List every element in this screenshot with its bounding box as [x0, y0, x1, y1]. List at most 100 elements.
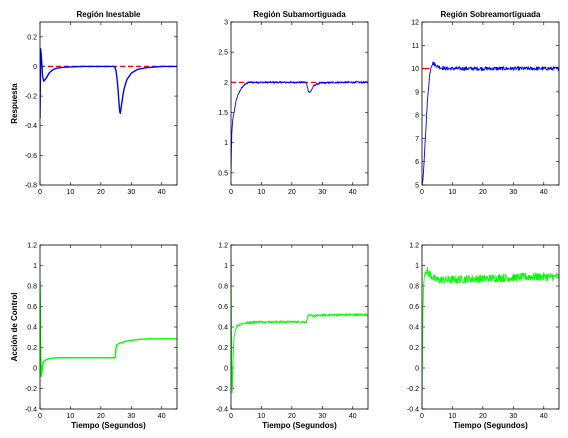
axes-frame	[421, 244, 560, 410]
x-tick-label: 20	[97, 413, 105, 420]
y-tick-label: 2.5	[218, 50, 228, 57]
x-tick-label: 10	[449, 413, 457, 420]
y-tick-label: -0.8	[25, 183, 37, 190]
y-tick-label: 6	[415, 159, 419, 166]
row-ylabel-accion-de-control: Acción de Control	[10, 293, 19, 362]
series-line	[40, 48, 177, 119]
y-tick-label: 11	[412, 43, 419, 50]
x-tick-label: 40	[540, 189, 548, 196]
subplot-title: Región Subamortiguada	[253, 10, 346, 19]
series-line	[40, 280, 177, 378]
y-tick-label: 0.2	[218, 345, 228, 352]
y-tick-label: 0.4	[218, 325, 228, 332]
subplot-3: 0 10 20 30 40 5 6 7 8 9 10 11 12 Región Sobreamortigu…	[411, 10, 560, 196]
y-tick-label: 0.6	[409, 304, 419, 311]
y-tick-label: 0.6	[27, 304, 37, 311]
x-tick-label: 10	[258, 189, 266, 196]
y-tick-label: -0.4	[407, 407, 419, 414]
x-tick-label: 20	[97, 189, 105, 196]
y-tick-label: 0.2	[27, 345, 37, 352]
x-tick-label: 10	[67, 413, 75, 420]
y-tick-label: 1	[224, 140, 228, 147]
y-tick-label: 8	[415, 113, 419, 120]
y-tick-label: 0.2	[409, 345, 419, 352]
x-tick-label: 30	[509, 189, 517, 196]
subplot-5: 0 10 20 30 40 -0.4 -0.2 0 0.2 0.4 0.6 0.8 1 1.2 Tiempo…	[216, 243, 369, 430]
x-tick-label: 20	[479, 413, 487, 420]
plot-area	[422, 22, 559, 185]
y-tick-label: 12	[411, 20, 419, 27]
plot-area	[40, 22, 177, 185]
series-line	[422, 61, 559, 185]
y-tick-label: 0.2	[27, 34, 37, 41]
subplot-4: 0 10 20 30 40 -0.4 -0.2 0 0.2 0.4 0.6 0.8 1 1.2 Tiempo…	[25, 243, 178, 430]
plot-area	[231, 22, 368, 185]
y-tick-label: 1	[33, 263, 37, 270]
y-tick-label: 0.4	[27, 325, 37, 332]
x-tick-label: 40	[158, 189, 166, 196]
x-tick-label: 10	[258, 413, 266, 420]
y-tick-label: 0	[33, 366, 37, 373]
series-line	[231, 255, 368, 394]
y-tick-label: 0.8	[27, 284, 37, 291]
y-tick-label: -0.6	[25, 153, 37, 160]
y-tick-label: 0.4	[409, 325, 419, 332]
x-axis-label: Tiempo (Segundos)	[262, 421, 337, 430]
x-tick-label: 20	[288, 413, 296, 420]
y-tick-label: 0.6	[218, 304, 228, 311]
y-tick-label: -0.2	[407, 386, 419, 393]
x-tick-label: 40	[349, 413, 357, 420]
x-tick-label: 0	[229, 189, 233, 196]
y-tick-label: 0.8	[218, 284, 228, 291]
axes-frame	[39, 244, 178, 410]
axes-frame	[421, 21, 560, 186]
y-tick-label: 1	[224, 263, 228, 270]
axes-frame	[39, 21, 178, 186]
x-tick-label: 10	[449, 189, 457, 196]
x-axis-label: Tiempo (Segundos)	[71, 421, 146, 430]
subplot-1: 0 10 20 30 40 -0.8 -0.6 -0.4 -0.2 0 0.2 Región Ines…	[25, 10, 178, 196]
x-tick-label: 20	[288, 189, 296, 196]
y-tick-label: 1.2	[409, 243, 419, 250]
plot-area	[422, 245, 559, 409]
y-tick-label: 0.5	[218, 170, 228, 177]
y-tick-label: -0.4	[25, 123, 37, 130]
x-tick-label: 40	[540, 413, 548, 420]
series-line	[422, 267, 559, 404]
y-tick-label: -0.2	[25, 94, 37, 101]
y-tick-label: 0	[415, 366, 419, 373]
axes-frame	[230, 21, 369, 186]
y-tick-label: 9	[415, 89, 419, 96]
y-tick-label: 2	[224, 80, 228, 87]
x-tick-label: 30	[127, 189, 135, 196]
x-tick-label: 30	[127, 413, 135, 420]
row-ylabel-respuesta: Respuesta	[10, 83, 19, 124]
y-tick-label: 7	[415, 136, 419, 143]
y-tick-label: 0.8	[409, 284, 419, 291]
y-tick-label: 1.5	[218, 110, 228, 117]
subplot-title: Región Inestable	[76, 10, 141, 19]
x-tick-label: 0	[420, 413, 424, 420]
subplot-2: 0 10 20 30 40 0.5 1 1.5 2 2.5 3 Región Subamortigua…	[218, 10, 369, 196]
y-tick-label: 1.2	[27, 243, 37, 250]
y-tick-label: -0.2	[25, 386, 37, 393]
x-tick-label: 0	[229, 413, 233, 420]
x-tick-label: 30	[318, 189, 326, 196]
x-tick-label: 40	[158, 413, 166, 420]
x-tick-label: 10	[67, 189, 75, 196]
plot-area	[231, 245, 368, 409]
x-tick-label: 0	[38, 189, 42, 196]
y-tick-label: 5	[415, 183, 419, 190]
x-axis-label: Tiempo (Segundos)	[453, 421, 528, 430]
y-tick-label: 1	[415, 263, 419, 270]
series-line	[231, 81, 368, 173]
y-tick-label: 10	[411, 66, 419, 73]
y-tick-label: -0.4	[25, 407, 37, 414]
x-tick-label: 30	[509, 413, 517, 420]
y-tick-label: 0	[224, 366, 228, 373]
subplot-title: Región Sobreamortiguada	[440, 10, 541, 19]
y-tick-label: 3	[224, 20, 228, 27]
y-tick-label: 0	[33, 64, 37, 71]
